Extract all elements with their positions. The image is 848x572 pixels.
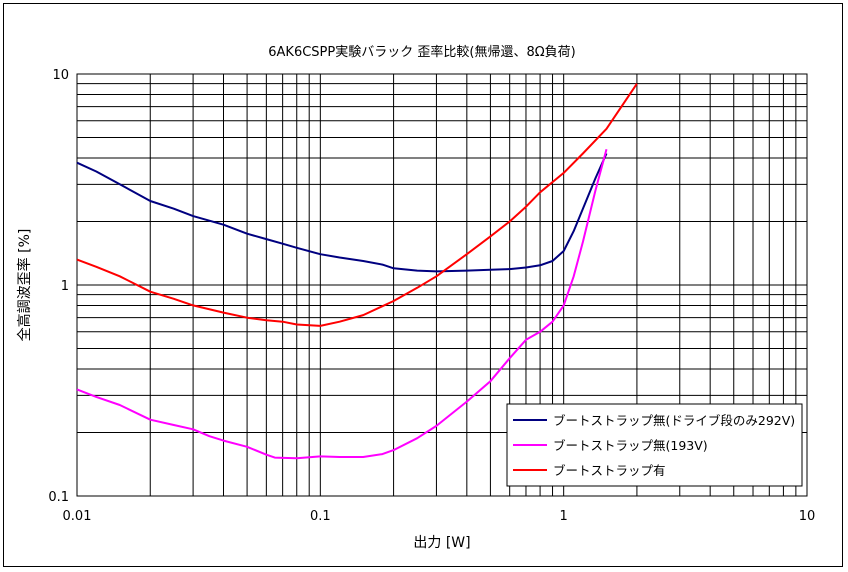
x-tick-label: 1	[560, 509, 568, 524]
legend-box	[506, 403, 803, 487]
series-line	[76, 148, 608, 460]
x-axis-label: 出力 [W]	[413, 535, 470, 551]
series-lines	[76, 83, 638, 460]
x-tick-label: 0.1	[310, 509, 331, 524]
chart-title: 6AK6CSPP実験バラック 歪率比較(無帰還、8Ω負荷)	[268, 44, 575, 60]
y-tick-label: 1	[61, 279, 69, 294]
chart-frame: 6AK6CSPP実験バラック 歪率比較(無帰還、8Ω負荷) 0.01 0.1 1 10…	[3, 3, 843, 567]
x-tick-label: 0.01	[63, 509, 92, 524]
series-line	[76, 153, 608, 273]
plot-border	[76, 73, 808, 497]
y-tick-label: 0.1	[48, 490, 69, 505]
y-tick-label: 10	[52, 68, 69, 83]
x-tick-label: 10	[799, 509, 816, 524]
y-tick-labels: 0.1 1 10	[48, 68, 69, 505]
chart-svg: 6AK6CSPP実験バラック 歪率比較(無帰還、8Ω負荷) 0.01 0.1 1 10…	[16, 44, 816, 551]
y-axis-label: 全高調波歪率 [%]	[16, 229, 33, 342]
series-line	[76, 83, 638, 327]
legend: ブートストラップ無(ドライブ段のみ292V) ブートストラップ無(193V) ブート…	[506, 403, 803, 487]
legend-entry: ブートストラップ無(193V)	[553, 438, 708, 453]
legend-entry: ブートストラップ無(ドライブ段のみ292V)	[553, 413, 795, 428]
x-tick-labels: 0.01 0.1 1 10	[63, 509, 816, 524]
legend-entry: ブートストラップ有	[553, 463, 666, 478]
